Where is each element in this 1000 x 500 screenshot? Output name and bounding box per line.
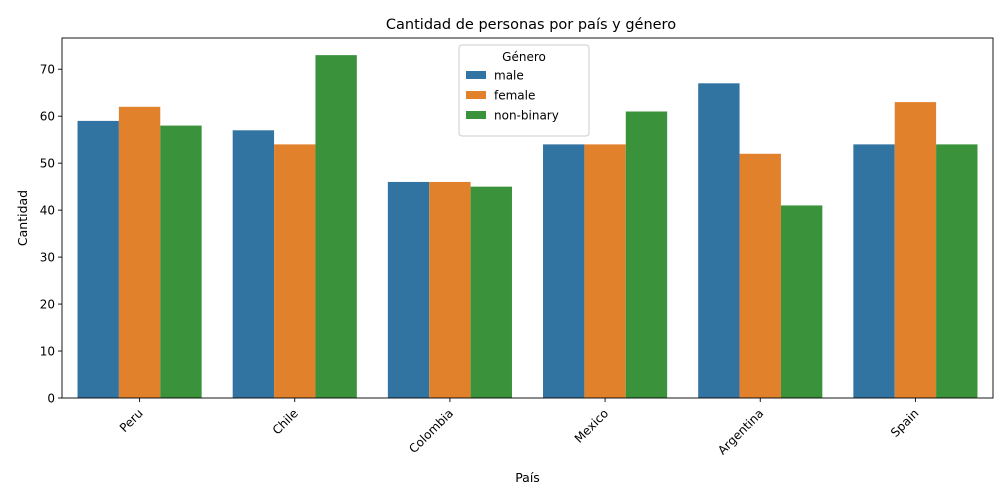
legend: Género male female non-binary [458,44,590,137]
legend-swatch-non-binary [466,111,486,119]
legend-label-non-binary: non-binary [494,108,559,122]
x-tick-label-peru: Peru [117,406,146,435]
x-axis: Peru Chile Colombia Mexico Argentina Spain [117,398,922,458]
y-axis-label: Cantidad [15,190,30,246]
bar-female-argentina [739,153,781,398]
legend-box [458,44,590,137]
bars-group [77,55,978,399]
x-tick-label-mexico: Mexico [572,406,612,446]
legend-label-female: female [494,88,535,102]
y-tick-label: 60 [40,109,55,123]
bar-male-chile [232,130,275,399]
legend-swatch-female [466,91,486,99]
legend-label-male: male [494,68,524,82]
bar-non-binary-spain [936,144,978,398]
y-tick-label: 40 [40,203,55,217]
x-tick-label-argentina: Argentina [715,406,766,457]
bar-female-chile [274,144,316,398]
y-tick-label: 0 [47,391,55,405]
x-axis-label: País [515,470,540,485]
x-tick-label-colombia: Colombia [406,406,456,456]
legend-swatch-male [466,71,486,79]
bar-male-mexico [543,144,585,398]
legend-title: Género [502,50,546,64]
bar-non-binary-mexico [625,111,668,399]
y-tick-label: 70 [40,63,55,77]
legend-items: male female non-binary [466,68,559,122]
y-tick-label: 50 [40,156,55,170]
y-axis: 0 10 20 30 40 50 60 70 [40,63,62,405]
bar-non-binary-argentina [780,205,823,398]
bar-non-binary-peru [160,125,202,398]
bar-non-binary-colombia [470,186,512,398]
bar-female-spain [894,102,937,398]
plot-frame [61,37,994,399]
y-tick-label: 30 [40,250,55,264]
bar-male-peru [77,120,119,399]
bar-male-spain [853,144,895,398]
bar-female-colombia [429,181,471,398]
chart-title: Cantidad de personas por país y género [386,17,676,33]
bar-non-binary-chile [315,55,357,399]
bar-female-mexico [584,144,626,398]
y-tick-label: 20 [40,297,55,311]
x-tick-label-spain: Spain [888,406,922,440]
bar-male-colombia [387,181,430,398]
bar-male-argentina [698,83,740,398]
y-tick-label: 10 [40,344,55,358]
bar-female-peru [118,106,161,398]
x-tick-label-chile: Chile [270,406,301,437]
